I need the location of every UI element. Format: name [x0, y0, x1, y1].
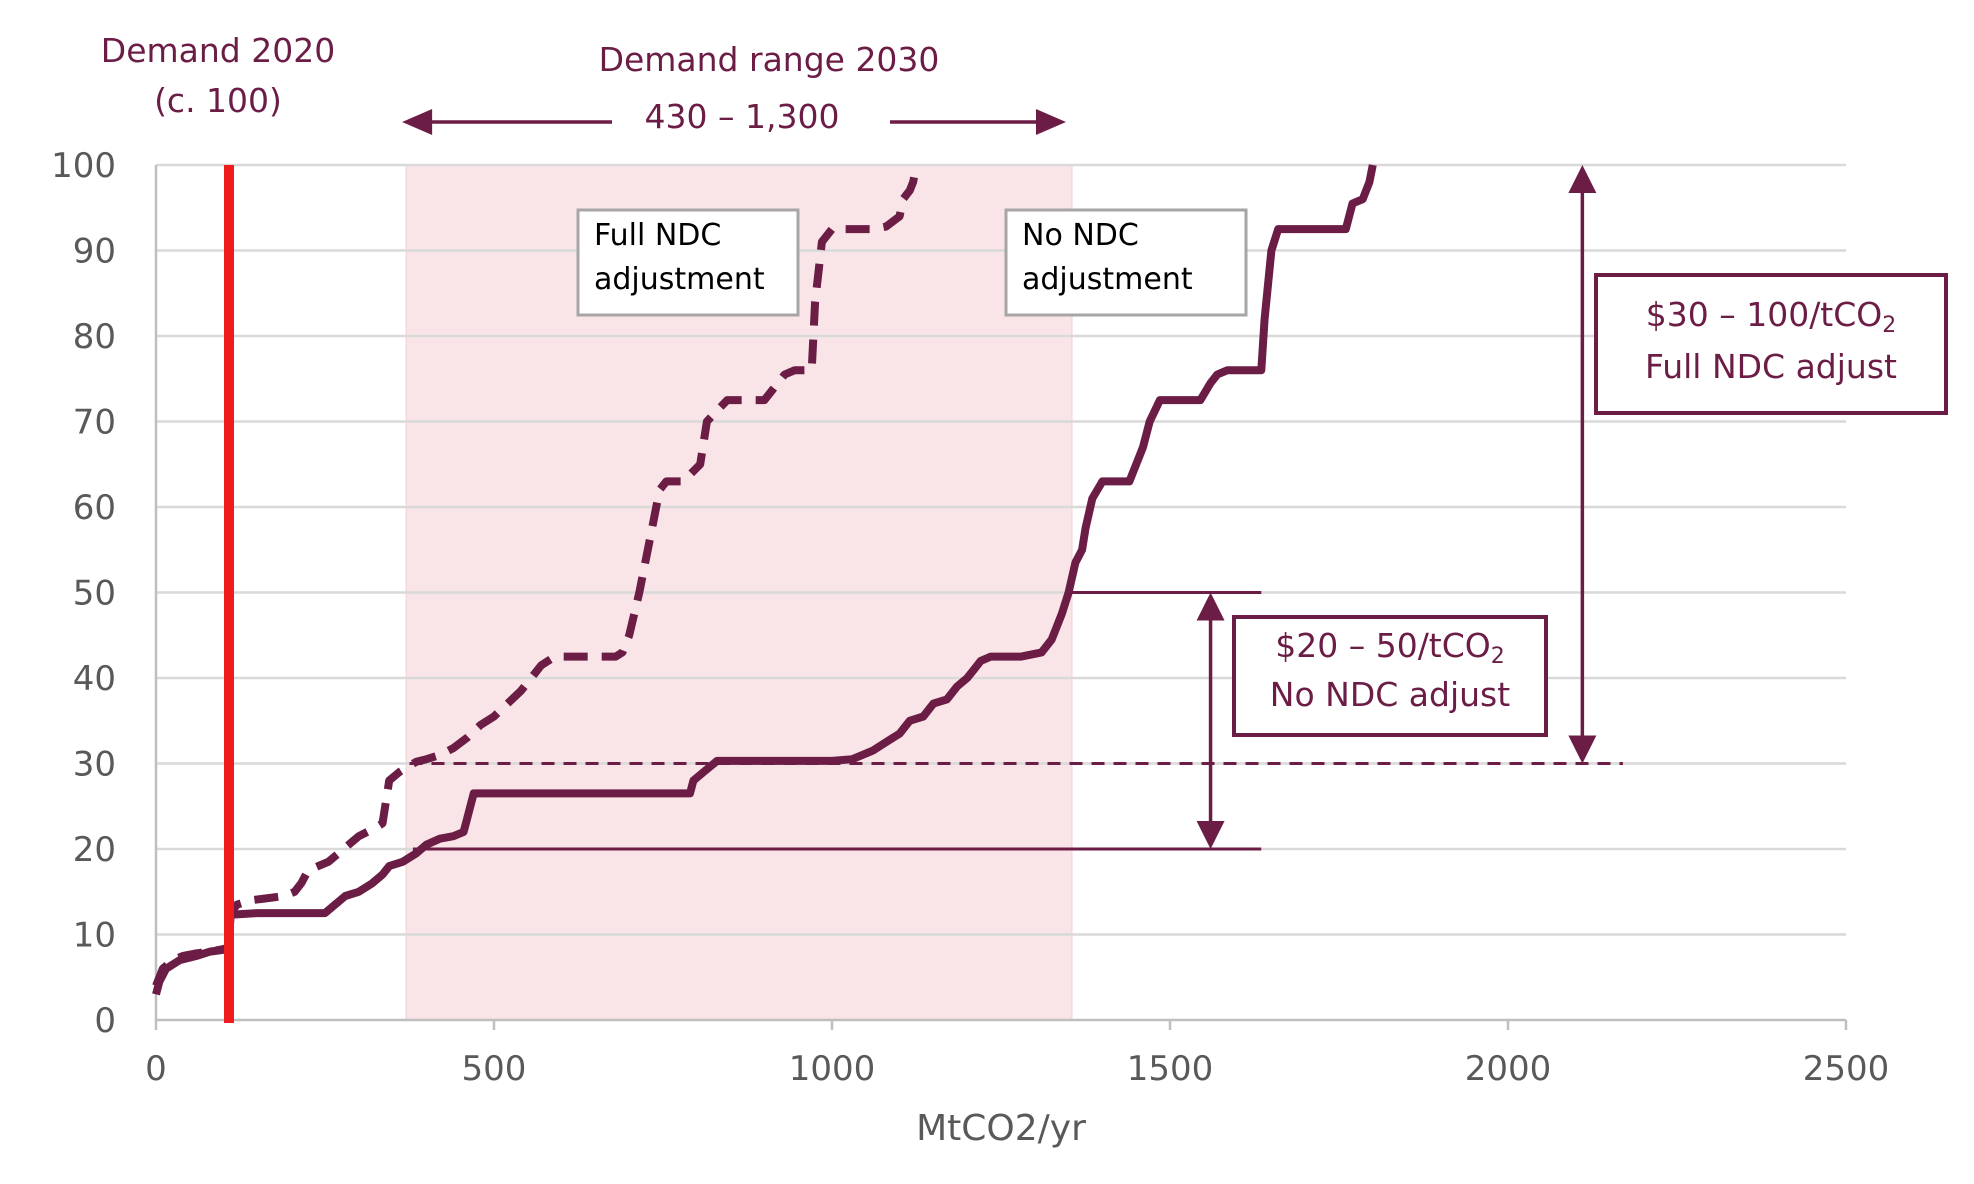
no-ndc-label-line2: adjustment — [1022, 262, 1193, 297]
full-ndc-label-box — [576, 208, 800, 317]
y-tick-label-10: 10 — [73, 916, 116, 956]
y-tick-label-100: 100 — [51, 146, 116, 186]
x-axis-ticks: 0 500 1000 1500 2000 2500 — [145, 1049, 1889, 1089]
demand-2020-label: Demand 2020 — [101, 31, 335, 70]
y-tick-label-90: 90 — [73, 232, 116, 272]
x-tick-label-1500: 1500 — [1127, 1049, 1214, 1089]
price-range-no-ndc-subscript: 2 — [1491, 644, 1505, 669]
price-range-no-ndc-value: $20 – 50/tCO2 — [1275, 626, 1505, 669]
y-tick-label-30: 30 — [73, 745, 116, 785]
price-range-arrows — [1196, 165, 1597, 849]
no-ndc-label-box — [1004, 208, 1248, 317]
y-tick-label-50: 50 — [73, 574, 116, 614]
range-arrow-right-head — [1035, 109, 1066, 135]
price-range-no-ndc-prefix: $20 – 50/tCO — [1275, 626, 1491, 665]
y-tick-label-60: 60 — [73, 488, 116, 528]
price-arrow-no-ndc-head-top — [1196, 592, 1225, 621]
price-range-full-ndc-label: Full NDC adjust — [1645, 347, 1897, 386]
price-range-full-ndc-subscript: 2 — [1882, 313, 1896, 338]
price-guide-lines — [409, 591, 1623, 851]
price-range-full-ndc-prefix: $30 – 100/tCO — [1646, 295, 1883, 334]
y-tick-label-40: 40 — [73, 659, 116, 699]
price-arrow-no-ndc-head-bottom — [1196, 821, 1225, 849]
x-tick-label-500: 500 — [462, 1049, 527, 1089]
demand-range-2030-label: Demand range 2030 — [599, 40, 940, 79]
y-tick-label-70: 70 — [73, 403, 116, 443]
price-range-full-ndc-value: $30 – 100/tCO2 — [1646, 295, 1897, 338]
series-full-ndc-line — [152, 164, 921, 988]
range-arrow-left-head — [402, 109, 433, 135]
full-ndc-label-line1: Full NDC — [594, 218, 721, 253]
x-axis-tick-marks — [154, 1020, 1848, 1030]
x-axis-label: MtCO2/yr — [916, 1108, 1086, 1149]
price-range-full-ndc-box — [1594, 273, 1948, 415]
demand-range-2030-value: 430 – 1,300 — [645, 97, 840, 136]
x-tick-label-0: 0 — [145, 1049, 167, 1089]
price-arrow-full-ndc-head-bottom — [1568, 735, 1597, 764]
y-axis-ticks: 0 10 20 30 40 50 60 70 80 90 100 — [51, 146, 116, 1041]
x-tick-label-2500: 2500 — [1803, 1049, 1890, 1089]
price-range-no-ndc-label: No NDC adjust — [1270, 675, 1510, 714]
demand-2020-value: (c. 100) — [154, 81, 282, 120]
price-range-no-ndc-box — [1232, 615, 1548, 737]
series-no-ndc-line — [152, 164, 1377, 996]
x-tick-label-1000: 1000 — [789, 1049, 876, 1089]
no-ndc-label-line1: No NDC — [1022, 218, 1139, 253]
y-tick-label-0: 0 — [94, 1001, 116, 1041]
y-tick-label-80: 80 — [73, 317, 116, 357]
price-arrow-full-ndc-head-top — [1568, 165, 1597, 193]
x-tick-label-2000: 2000 — [1465, 1049, 1552, 1089]
y-tick-label-20: 20 — [73, 830, 116, 870]
full-ndc-label-line2: adjustment — [594, 262, 765, 297]
demand-range-arrows — [402, 109, 1066, 135]
